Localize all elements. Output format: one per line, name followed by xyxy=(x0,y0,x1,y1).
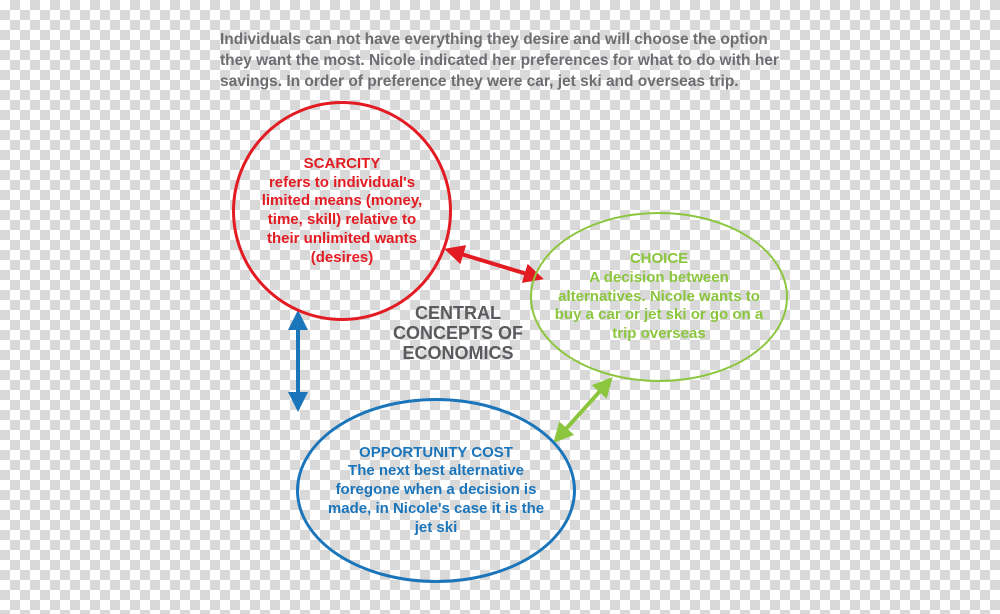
central-title: CENTRAL CONCEPTS OF ECONOMICS xyxy=(383,304,533,363)
opportunity-body: The next best alternative foregone when … xyxy=(318,462,554,537)
opportunity-bubble: OPPORTUNITY COST The next best alternati… xyxy=(296,398,576,583)
choice-body: A decision between alternatives. Nicole … xyxy=(550,269,768,344)
central-line2: CONCEPTS OF xyxy=(393,323,523,343)
choice-title: CHOICE xyxy=(550,250,768,269)
central-line1: CENTRAL xyxy=(415,303,501,323)
intro-paragraph: Individuals can not have everything they… xyxy=(220,30,782,93)
scarcity-bubble: SCARCITY refers to individual's limited … xyxy=(232,101,452,321)
scarcity-title: SCARCITY xyxy=(250,155,434,174)
scarcity-body: refers to individual's limited means (mo… xyxy=(250,174,434,268)
opportunity-title: OPPORTUNITY COST xyxy=(318,444,554,463)
intro-text: Individuals can not have everything they… xyxy=(220,31,779,90)
central-line3: ECONOMICS xyxy=(402,343,513,363)
scarcity-content: SCARCITY refers to individual's limited … xyxy=(250,155,434,268)
opportunity-content: OPPORTUNITY COST The next best alternati… xyxy=(318,444,554,538)
choice-content: CHOICE A decision between alternatives. … xyxy=(550,250,768,344)
diagram-canvas: Individuals can not have everything they… xyxy=(0,0,1000,614)
choice-bubble: CHOICE A decision between alternatives. … xyxy=(530,212,788,382)
